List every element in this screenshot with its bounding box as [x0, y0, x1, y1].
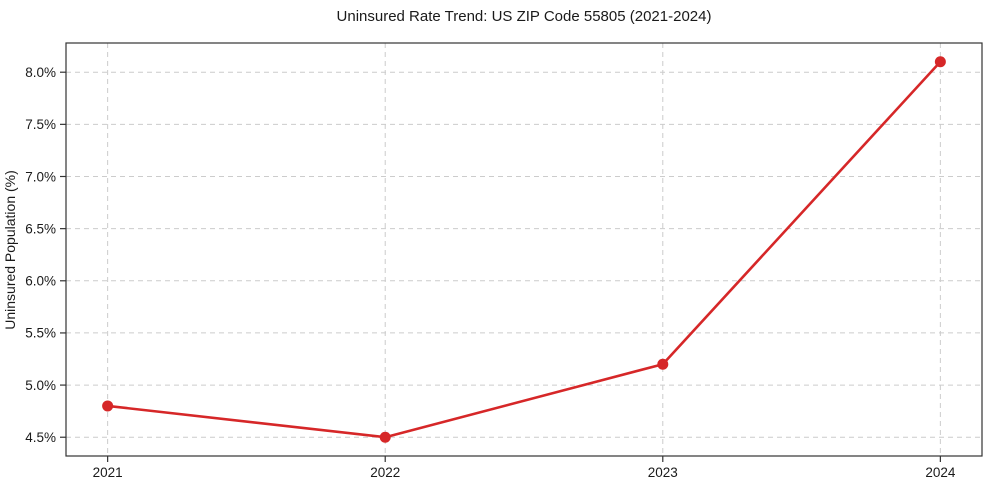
- chart-title: Uninsured Rate Trend: US ZIP Code 55805 …: [337, 8, 712, 25]
- x-tick-label: 2024: [925, 465, 956, 480]
- trend-line: [106, 60, 942, 439]
- gridlines: [66, 43, 982, 456]
- plot-border: [65, 42, 983, 457]
- data-point-2024: [934, 56, 946, 68]
- y-tick-label: 8.0%: [25, 65, 56, 80]
- y-tick-label: 7.5%: [25, 117, 56, 132]
- x-tick-label: 2021: [93, 465, 123, 480]
- y-tick-label: 4.5%: [25, 430, 56, 445]
- y-tick-label: 5.0%: [25, 378, 56, 393]
- data-point-2022: [379, 431, 391, 443]
- y-tick-label: 6.5%: [25, 221, 56, 236]
- axis-ticks: [60, 71, 941, 462]
- y-tick-label: 6.0%: [25, 274, 56, 289]
- data-point-2021: [102, 400, 114, 412]
- y-tick-label: 5.5%: [25, 326, 56, 341]
- data-point-2023: [657, 358, 669, 370]
- y-axis-label: Uninsured Population (%): [2, 170, 18, 330]
- trend-line-series: [102, 56, 946, 443]
- x-tick-label: 2022: [370, 465, 400, 480]
- y-tick-label: 7.0%: [25, 169, 56, 184]
- tick-labels: 4.5% 5.0% 5.5% 6.0% 6.5% 7.0% 7.5% 8.0% 2021 2022…: [25, 65, 956, 480]
- x-tick-label: 2023: [648, 465, 678, 480]
